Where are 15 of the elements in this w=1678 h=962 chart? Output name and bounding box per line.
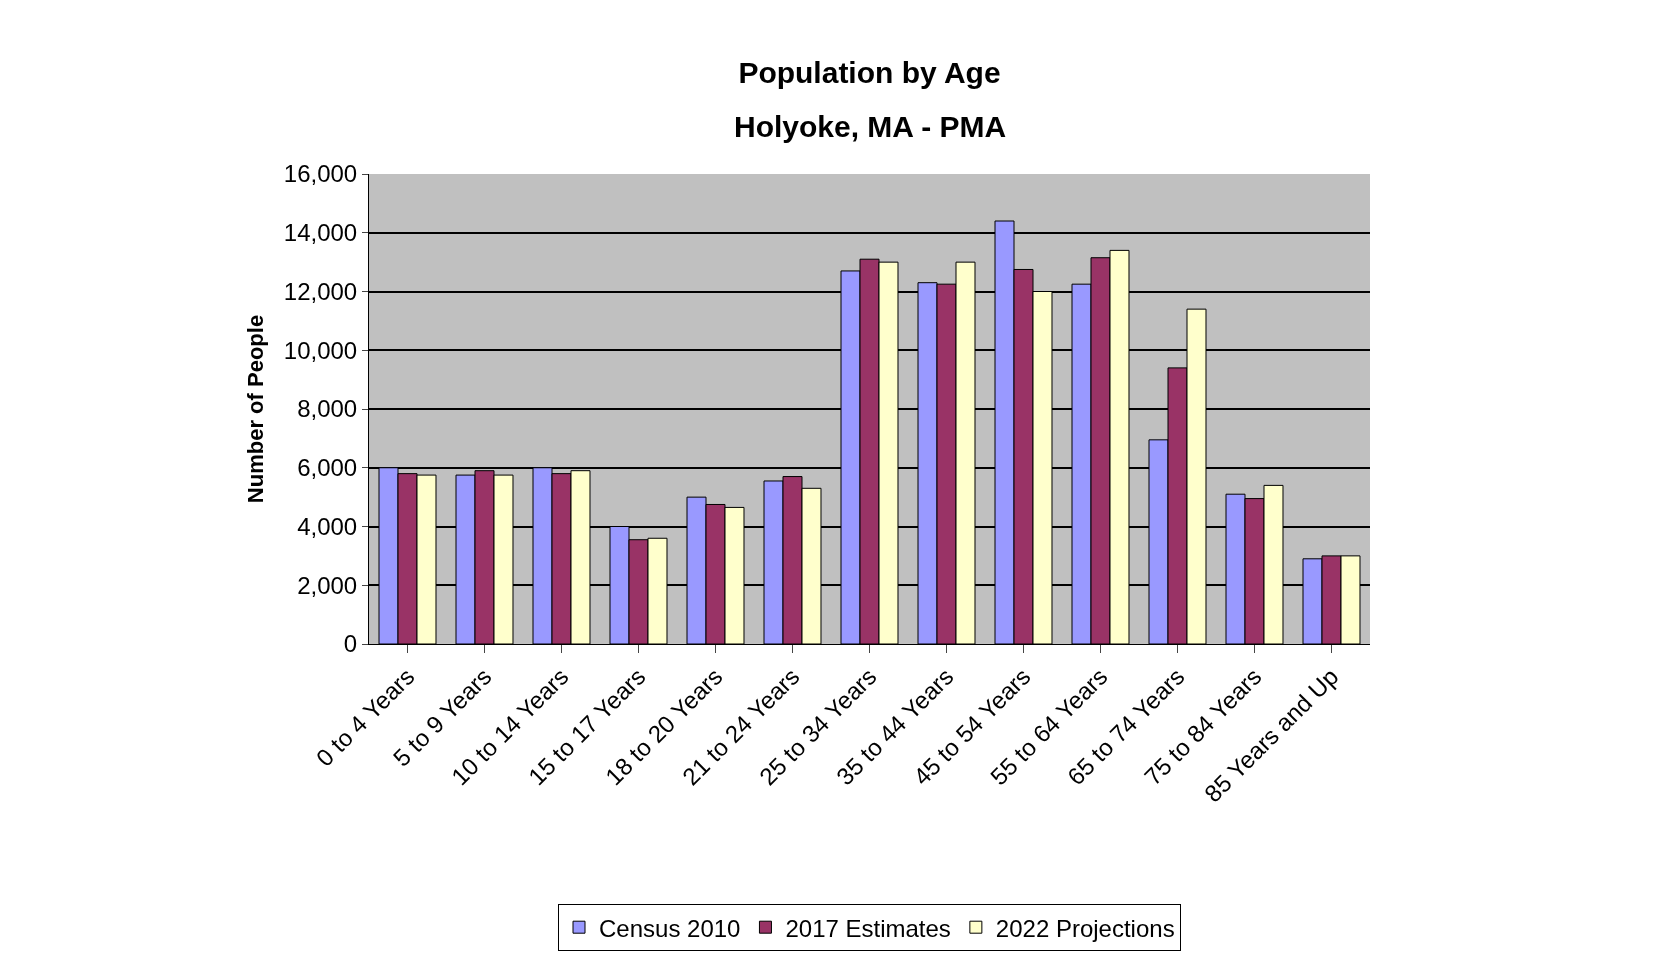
y-tick-label: 12,000 <box>283 277 358 305</box>
chart-subtitle: Holyoke, MA - PMA <box>734 110 1007 143</box>
y-tick-label: 0 <box>343 630 358 658</box>
legend-label: 2022 Projections <box>995 914 1175 942</box>
legend-label: Census 2010 <box>599 914 741 942</box>
y-tick-label: 4,000 <box>297 512 358 540</box>
y-tick-label: 14,000 <box>283 219 358 247</box>
chart-title: Population by Age <box>738 55 1001 89</box>
y-tick-label: 8,000 <box>297 395 358 423</box>
y-tick-label: 2,000 <box>297 571 358 599</box>
y-axis-title: Number of People <box>242 314 268 504</box>
legend-label: 2017 Estimates <box>785 914 951 942</box>
y-tick-label: 6,000 <box>297 454 358 482</box>
y-tick-label: 10,000 <box>283 336 358 364</box>
y-tick-label: 16,000 <box>283 160 358 188</box>
